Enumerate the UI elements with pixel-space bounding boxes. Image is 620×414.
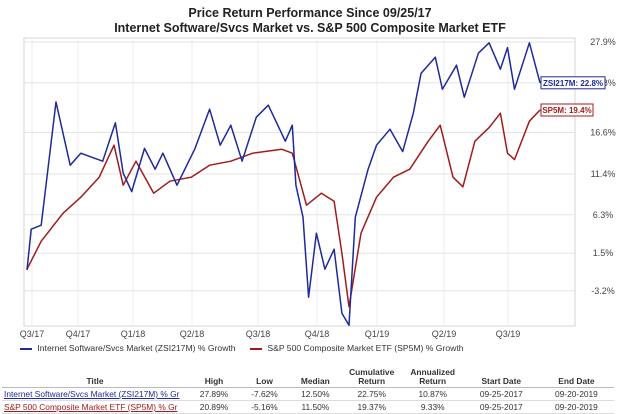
cell-end-date: 09-20-2019 (538, 387, 614, 401)
x-tick-label: Q1/18 (121, 329, 146, 339)
x-tick-label: Q3/19 (496, 329, 521, 339)
end-tag-box (540, 103, 594, 117)
series-line-zsi217m (26, 42, 541, 326)
cell-cumulative-return: 22.75% (341, 387, 402, 401)
cell-start-date: 09-25-2017 (463, 400, 539, 414)
cell-high: 20.89% (188, 400, 240, 414)
legend-item-zsi217m: Internet Software/Svcs Market (ZSI217M) … (20, 343, 238, 353)
end-tag-label: SP5M: 19.4% (542, 106, 591, 115)
table-header-row: Title High Low Median Cumulative Return … (2, 367, 614, 388)
y-tick-label: 6.3% (593, 210, 614, 220)
row-title-link[interactable]: Internet Software/Svcs Market (ZSI217M) … (2, 387, 188, 401)
plot-frame (23, 37, 576, 327)
end-tag-box (540, 76, 606, 90)
header-annualized-return: Annualized Return (401, 367, 464, 388)
legend-item-sp5m: S&P 500 Composite Market ETF (SP5M) % Gr… (249, 343, 464, 353)
y-tick-label: 1.5% (593, 248, 614, 258)
header-cumulative-return: Cumulative Return (341, 367, 402, 388)
cell-low: -5.16% (239, 400, 289, 414)
header-median: Median (288, 367, 342, 388)
end-tag-label: ZSI217M: 22.8% (543, 79, 603, 88)
cell-start-date: 09-25-2017 (463, 387, 539, 401)
row-title-link[interactable]: S&P 500 Composite Market ETF (SP5M) % Gr (2, 400, 188, 414)
chart-legend: Internet Software/Svcs Market (ZSI217M) … (20, 343, 476, 353)
stats-table: Title High Low Median Cumulative Return … (2, 367, 614, 414)
cell-cumulative-return: 19.37% (341, 400, 402, 414)
cell-low: -7.62% (239, 387, 289, 401)
cell-annualized-return: 10.87% (401, 387, 464, 401)
header-low: Low (239, 367, 289, 388)
line-chart: 27.9%22.8%16.6%11.4%6.3%1.5%-3.2%Q3/17Q4… (20, 37, 616, 339)
x-tick-label: Q1/19 (365, 329, 390, 339)
table-row: S&P 500 Composite Market ETF (SP5M) % Gr… (2, 400, 614, 414)
y-tick-label: -3.2% (591, 286, 615, 296)
cell-median: 11.50% (288, 400, 342, 414)
y-tick-label: 11.4% (591, 169, 616, 179)
x-tick-label: Q3/18 (246, 329, 271, 339)
x-tick-label: Q4/18 (305, 329, 330, 339)
series-line-sp5m (26, 109, 541, 308)
cell-median: 12.50% (288, 387, 342, 401)
x-tick-label: Q2/19 (432, 329, 457, 339)
header-title: Title (2, 367, 188, 388)
legend-label: Internet Software/Svcs Market (ZSI217M) … (37, 343, 236, 353)
y-tick-label: 27.9% (590, 37, 616, 47)
legend-swatch-red (249, 347, 262, 350)
header-start-date: Start Date (463, 367, 539, 388)
cell-annualized-return: 9.33% (401, 400, 464, 414)
cell-high: 27.89% (188, 387, 240, 401)
chart-title: Price Return Performance Since 09/25/17 (188, 6, 432, 20)
x-tick-label: Q2/18 (180, 329, 205, 339)
cell-end-date: 09-20-2019 (538, 400, 614, 414)
x-tick-label: Q4/17 (66, 329, 91, 339)
header-end-date: End Date (538, 367, 614, 388)
table-row: Internet Software/Svcs Market (ZSI217M) … (2, 387, 614, 401)
legend-swatch-blue (20, 347, 32, 350)
y-tick-label: 16.6% (590, 127, 616, 137)
header-high: High (188, 367, 240, 388)
legend-label: S&P 500 Composite Market ETF (SP5M) % Gr… (267, 343, 464, 353)
x-tick-label: Q3/17 (20, 329, 45, 339)
chart-subtitle: Internet Software/Svcs Market vs. S&P 50… (114, 21, 506, 35)
